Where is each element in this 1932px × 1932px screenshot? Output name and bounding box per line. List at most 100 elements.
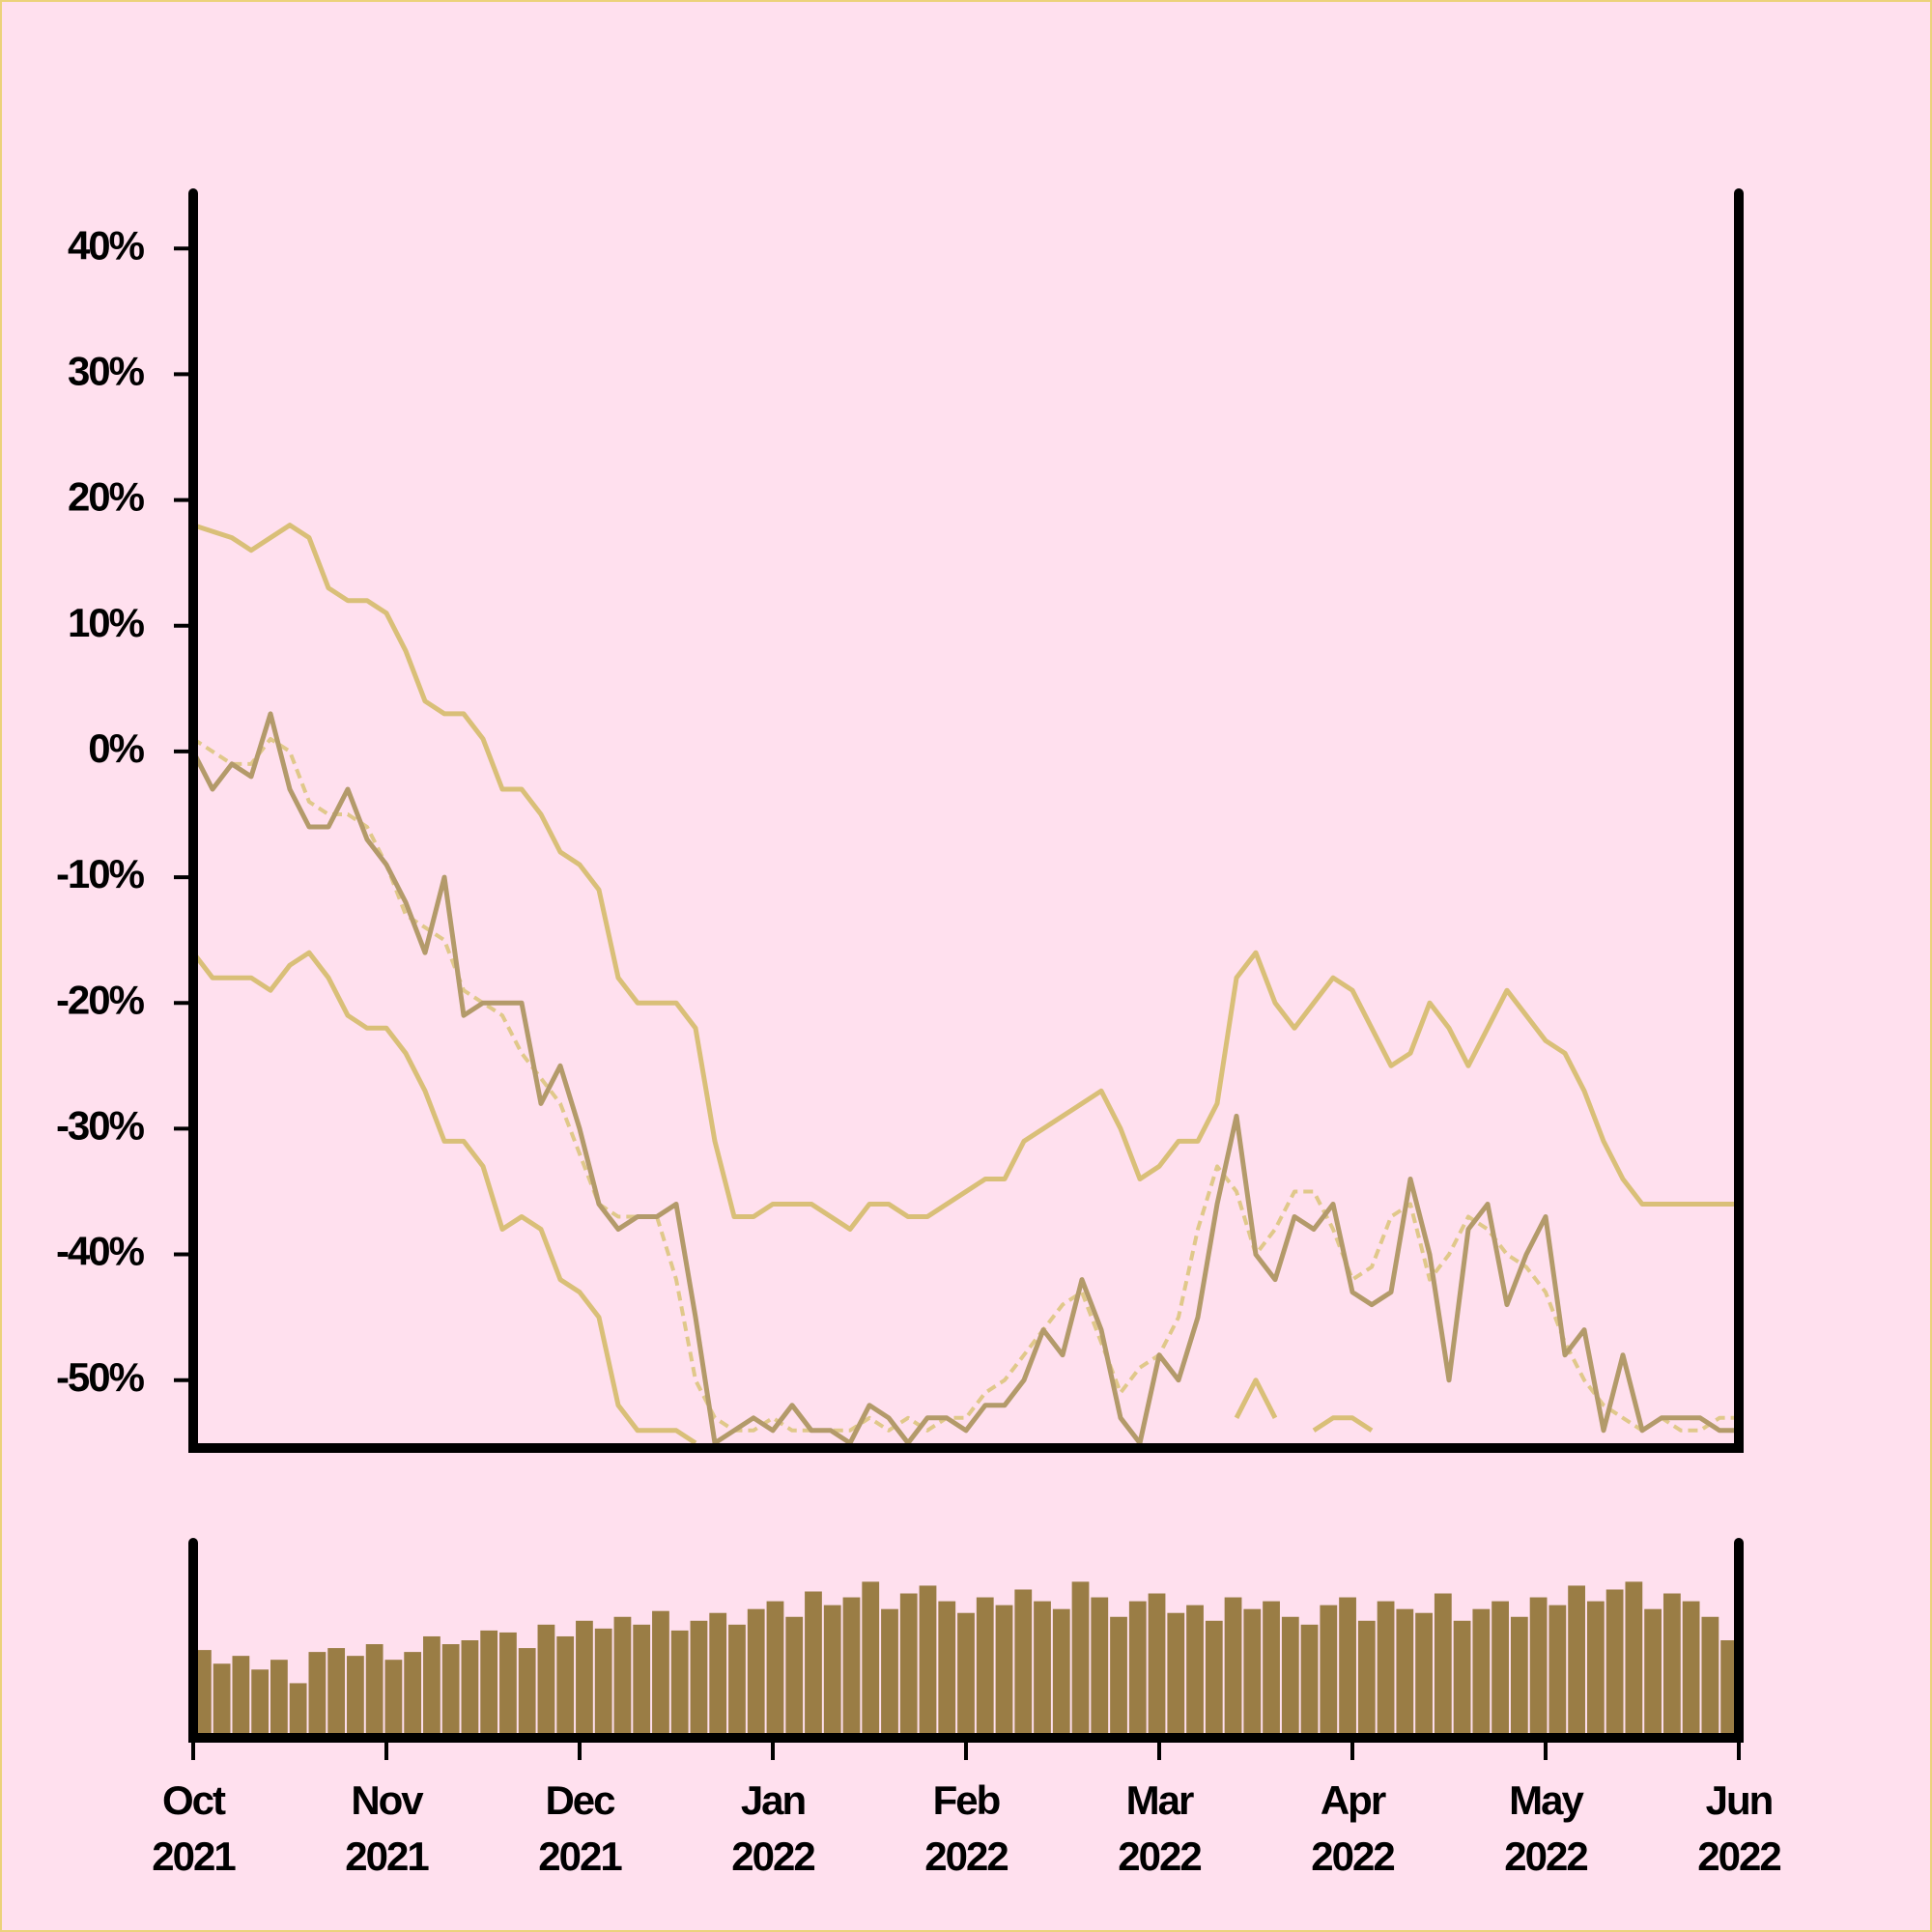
series-line: [193, 523, 1739, 1232]
volume-bar: [1453, 1620, 1471, 1738]
volume-bar: [289, 1683, 307, 1738]
volume-bar: [1720, 1640, 1739, 1738]
volume-bar: [1682, 1601, 1700, 1738]
x-tick-label: Dec: [545, 1777, 615, 1823]
volume-bar: [842, 1597, 861, 1738]
x-tick-label: 2022: [1504, 1833, 1587, 1879]
volume-bar: [1052, 1608, 1070, 1738]
volume-bar: [670, 1630, 689, 1738]
y-tick-label: -40%: [56, 1229, 145, 1274]
volume-bar: [556, 1635, 575, 1738]
volume-bar: [1128, 1601, 1147, 1738]
volume-bar: [1243, 1608, 1262, 1738]
volume-bar: [976, 1597, 994, 1738]
volume-bar: [1492, 1601, 1509, 1738]
volume-bar: [1186, 1605, 1204, 1738]
axes: [188, 188, 1744, 1743]
volume-bar: [193, 1650, 212, 1738]
volume-bar: [1644, 1608, 1662, 1738]
volume-bar: [823, 1605, 841, 1738]
series-line: [193, 711, 1739, 1446]
volume-bar: [251, 1669, 270, 1738]
volume-bar: [747, 1608, 765, 1738]
volume-bar: [594, 1628, 612, 1738]
volume-bar: [1568, 1585, 1585, 1738]
volume-bar: [728, 1624, 746, 1738]
volume-bar: [690, 1620, 708, 1738]
volume-bar: [1300, 1624, 1319, 1738]
volume-bar: [461, 1640, 479, 1738]
volume-bar: [518, 1648, 536, 1738]
volume-bar: [613, 1616, 632, 1738]
volume-bar: [805, 1591, 822, 1738]
volume-bar: [1701, 1616, 1719, 1738]
volume-bar: [1281, 1616, 1299, 1738]
y-tick-label: 10%: [68, 600, 145, 645]
volume-bar: [537, 1624, 555, 1738]
volume-bar: [499, 1632, 517, 1738]
volume-bar: [1014, 1589, 1033, 1738]
volume-bar: [1034, 1601, 1051, 1738]
volume-bar: [480, 1630, 498, 1738]
volume-bar: [232, 1656, 250, 1738]
x-tick-label: Feb: [933, 1777, 1000, 1823]
volume-axes: [188, 1538, 1744, 1743]
y-tick-label: 40%: [68, 222, 145, 268]
volume-bars: [193, 1581, 1739, 1738]
x-tick-label: 2022: [1311, 1833, 1394, 1879]
volume-bar: [213, 1663, 231, 1738]
volume-bar: [1548, 1605, 1567, 1738]
volume-bar: [1472, 1608, 1491, 1738]
volume-bar: [576, 1620, 593, 1738]
x-tick-label: Nov: [351, 1777, 424, 1823]
volume-bar: [1224, 1597, 1242, 1738]
volume-bar: [862, 1581, 880, 1738]
x-tick-label: 2021: [345, 1833, 429, 1879]
volume-bar: [365, 1644, 384, 1738]
volume-bar: [1396, 1608, 1414, 1738]
volume-bar: [1339, 1597, 1356, 1738]
x-tick-label: Jan: [741, 1777, 806, 1823]
y-tick-label: 0%: [88, 725, 144, 771]
volume-bar: [995, 1605, 1013, 1738]
volume-bar: [1605, 1589, 1624, 1738]
volume-bar: [709, 1612, 727, 1738]
volume-bar: [1320, 1605, 1338, 1738]
volume-bar: [899, 1593, 918, 1738]
x-tick-label: Oct: [162, 1777, 226, 1823]
x-tick-label: 2021: [538, 1833, 622, 1879]
y-tick-label: -30%: [56, 1102, 145, 1148]
volume-bar: [347, 1656, 364, 1738]
volume-bar: [1625, 1581, 1643, 1738]
volume-bar: [1529, 1597, 1548, 1738]
volume-bar: [270, 1660, 288, 1738]
volume-bar: [1205, 1620, 1223, 1738]
x-tick-label: May: [1509, 1777, 1584, 1823]
volume-bar: [423, 1635, 440, 1738]
volume-bar: [1357, 1620, 1376, 1738]
x-tick-label: 2021: [152, 1833, 236, 1879]
volume-bar: [1167, 1612, 1185, 1738]
volume-bar: [1071, 1581, 1090, 1738]
volume-bar: [1110, 1616, 1127, 1738]
x-tick-label: 2022: [924, 1833, 1008, 1879]
x-tick-label: Jun: [1706, 1777, 1773, 1823]
volume-bar: [919, 1585, 937, 1738]
volume-bar: [327, 1648, 346, 1738]
y-tick-label: -50%: [56, 1354, 145, 1400]
volume-bar: [652, 1610, 669, 1738]
volume-bar: [404, 1652, 422, 1738]
y-tick-label: -20%: [56, 977, 145, 1022]
price-axes: [188, 188, 1744, 1453]
x-tick-label: 2022: [1118, 1833, 1201, 1879]
volume-bar: [881, 1608, 898, 1738]
volume-bar: [1091, 1597, 1109, 1738]
x-tick-label: Mar: [1126, 1777, 1194, 1823]
volume-bar: [441, 1644, 460, 1738]
volume-bar: [384, 1660, 403, 1738]
y-tick-label: -10%: [56, 851, 145, 896]
volume-bar: [1510, 1616, 1528, 1738]
volume-bar: [633, 1624, 651, 1738]
x-tick-label: Apr: [1321, 1777, 1386, 1823]
